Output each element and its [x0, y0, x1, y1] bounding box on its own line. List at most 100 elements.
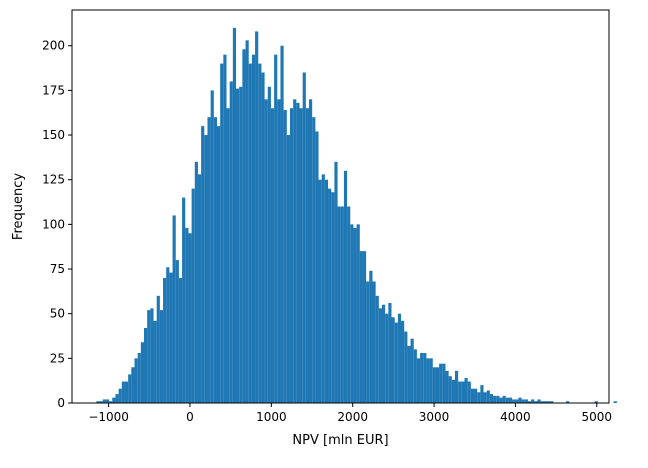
histogram-bar: [391, 317, 395, 403]
histogram-bar: [407, 345, 411, 403]
x-axis-ticks: −1000 0 1000 2000 3000 4000 5000: [88, 403, 612, 424]
histogram-bar: [124, 381, 129, 403]
histogram-bar: [147, 310, 151, 403]
histogram-bar: [131, 367, 135, 403]
histogram-bar: [96, 401, 100, 403]
histogram-bar: [264, 99, 268, 403]
histogram-bar: [461, 381, 465, 403]
histogram-bar: [283, 110, 287, 403]
histogram-bar: [144, 327, 148, 403]
histogram-bar: [172, 215, 176, 403]
histogram-bar: [236, 88, 240, 403]
histogram-bar: [508, 397, 513, 403]
histogram-bar: [226, 108, 230, 403]
histogram-bar: [489, 394, 494, 403]
histogram-bar: [153, 320, 157, 403]
histogram-bar: [204, 135, 208, 404]
histogram-bar: [362, 251, 367, 403]
histogram-bar: [347, 206, 351, 403]
histogram-bar: [451, 379, 455, 403]
histogram-bar: [191, 188, 195, 403]
histogram-bar: [375, 295, 379, 403]
histogram-bar: [534, 401, 538, 403]
histogram-bar: [394, 322, 398, 403]
histogram-bar: [134, 358, 138, 403]
histogram-bar: [99, 401, 103, 403]
x-tick-label: −1000: [88, 410, 129, 424]
histogram-bar: [302, 72, 306, 404]
x-tick-label: 1000: [256, 410, 287, 424]
histogram-bar: [524, 399, 528, 403]
histogram-bar: [156, 295, 160, 403]
histogram-bar: [499, 397, 503, 403]
histogram-bar: [194, 161, 198, 403]
x-tick-label: 5000: [582, 410, 613, 424]
histogram-bar: [239, 86, 243, 403]
histogram-bar: [201, 126, 205, 404]
y-axis-label: Frequency: [11, 173, 26, 240]
histogram-bar: [543, 401, 547, 403]
histogram-bar: [445, 370, 449, 403]
histogram-bar: [207, 117, 211, 404]
histogram-bar: [515, 399, 519, 403]
histogram-bar: [496, 395, 500, 403]
histogram-bar: [185, 227, 189, 403]
histogram-bar: [464, 377, 468, 403]
x-tick-label: 4000: [500, 410, 531, 424]
histogram-bar: [210, 90, 214, 403]
histogram-bar: [337, 206, 341, 403]
histogram-bar: [296, 102, 300, 403]
histogram-bar: [324, 179, 329, 403]
histogram-bar: [547, 401, 551, 403]
histogram-bar: [286, 135, 290, 404]
histogram-bar: [474, 388, 478, 403]
histogram-bar: [366, 281, 370, 403]
histogram-bar: [293, 99, 297, 403]
histogram-bar: [245, 40, 249, 404]
histogram-bar: [448, 376, 452, 403]
histogram-bar: [397, 313, 402, 403]
histogram-bar: [150, 308, 154, 403]
histogram-bar: [188, 233, 192, 403]
histogram-bar: [280, 45, 284, 403]
histogram-bar: [359, 251, 363, 403]
y-tick-label: 150: [42, 128, 65, 142]
histogram-bar: [197, 174, 202, 403]
histogram-bar: [255, 31, 259, 403]
histogram-bar: [369, 270, 373, 403]
x-tick-label: 3000: [419, 410, 450, 424]
histogram-bar: [137, 352, 141, 403]
histogram-bar: [467, 381, 471, 403]
histogram-bar: [331, 192, 335, 403]
histogram-bar: [105, 399, 110, 403]
histogram-bar: [175, 260, 179, 403]
histogram-bar: [182, 197, 186, 403]
histogram-bar: [594, 401, 598, 403]
y-tick-label: 100: [42, 217, 65, 231]
histogram-bar: [480, 385, 484, 403]
histogram-bar: [382, 304, 386, 403]
histogram-bar: [426, 358, 430, 403]
histogram-bar: [229, 81, 233, 403]
histogram-bar: [166, 267, 170, 403]
histogram-bar: [334, 161, 338, 403]
histogram-bar: [404, 331, 408, 403]
histogram-bar: [309, 99, 313, 403]
histogram-bar: [159, 310, 164, 403]
y-tick-label: 75: [50, 262, 65, 276]
histogram-bar: [299, 108, 303, 403]
histogram-bar: [385, 313, 389, 403]
histogram-bar: [454, 370, 459, 403]
histogram-bar: [163, 277, 167, 403]
y-tick-label: 175: [42, 83, 65, 97]
histogram-bar: [429, 358, 433, 403]
histogram-bar: [115, 394, 119, 403]
histogram-bar: [343, 170, 348, 403]
histogram-bar: [410, 338, 414, 403]
histogram-bar: [350, 224, 354, 403]
histogram-bar: [140, 342, 144, 403]
histogram-bar: [416, 358, 421, 403]
histogram-bar: [261, 72, 265, 404]
histogram-bar: [458, 381, 462, 403]
histogram-bar: [439, 363, 443, 403]
